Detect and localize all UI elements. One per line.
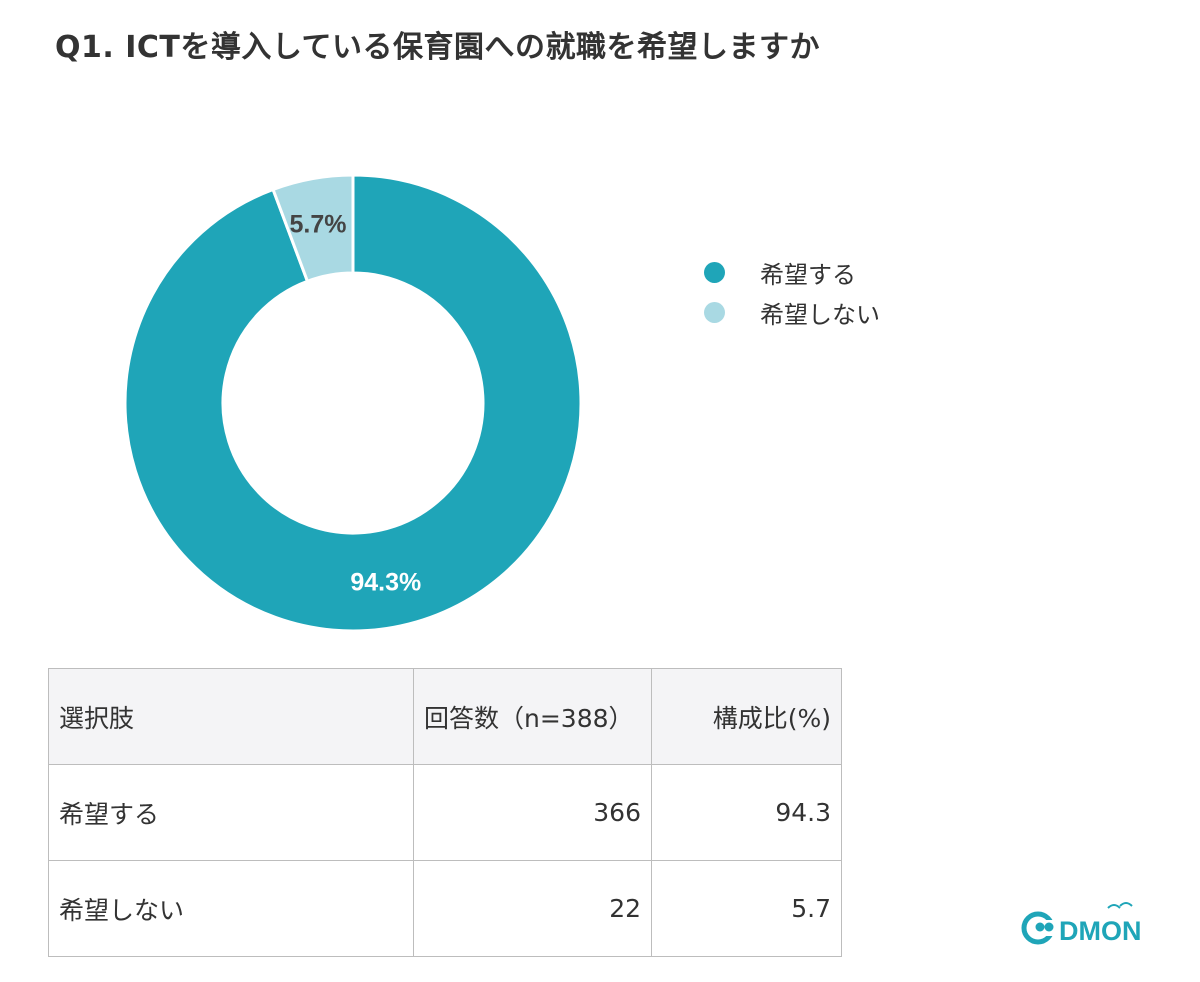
cell-count: 22 bbox=[413, 860, 652, 957]
table-header-row: 選択肢 回答数（n=388） 構成比(%) bbox=[48, 668, 842, 765]
chart-title: Q1. ICTを導入している保育園への就職を希望しますか bbox=[55, 30, 820, 65]
codmon-logo: DMON bbox=[1021, 902, 1142, 946]
donut-label-1: 5.7% bbox=[290, 211, 347, 239]
donut-chart: 94.3% 5.7% bbox=[123, 173, 583, 633]
data-table: 選択肢 回答数（n=388） 構成比(%) 希望する 366 94.3 希望しな… bbox=[48, 668, 842, 957]
cell-ratio: 94.3 bbox=[651, 764, 842, 861]
svg-text:DMON: DMON bbox=[1059, 916, 1142, 946]
legend-label-yes: 希望する bbox=[760, 260, 856, 289]
table-row: 希望する 366 94.3 bbox=[48, 764, 842, 861]
cell-choice: 希望しない bbox=[48, 860, 414, 957]
legend-label-no: 希望しない bbox=[760, 300, 880, 329]
legend-item-no: 希望しない bbox=[704, 292, 880, 332]
header-choice: 選択肢 bbox=[48, 668, 414, 765]
cell-ratio: 5.7 bbox=[651, 860, 842, 957]
cell-choice: 希望する bbox=[48, 764, 414, 861]
donut-label-0: 94.3% bbox=[350, 569, 421, 597]
header-ratio: 構成比(%) bbox=[651, 668, 842, 765]
donut-slice-1 bbox=[271, 173, 355, 284]
donut-slice-0 bbox=[123, 173, 583, 633]
cell-count: 366 bbox=[413, 764, 652, 861]
chart-legend: 希望する 希望しない bbox=[704, 252, 880, 332]
legend-item-yes: 希望する bbox=[704, 252, 880, 292]
table-row: 希望しない 22 5.7 bbox=[48, 860, 842, 957]
header-count: 回答数（n=388） bbox=[413, 668, 652, 765]
legend-dot-yes bbox=[704, 261, 725, 283]
legend-dot-no bbox=[704, 301, 725, 323]
